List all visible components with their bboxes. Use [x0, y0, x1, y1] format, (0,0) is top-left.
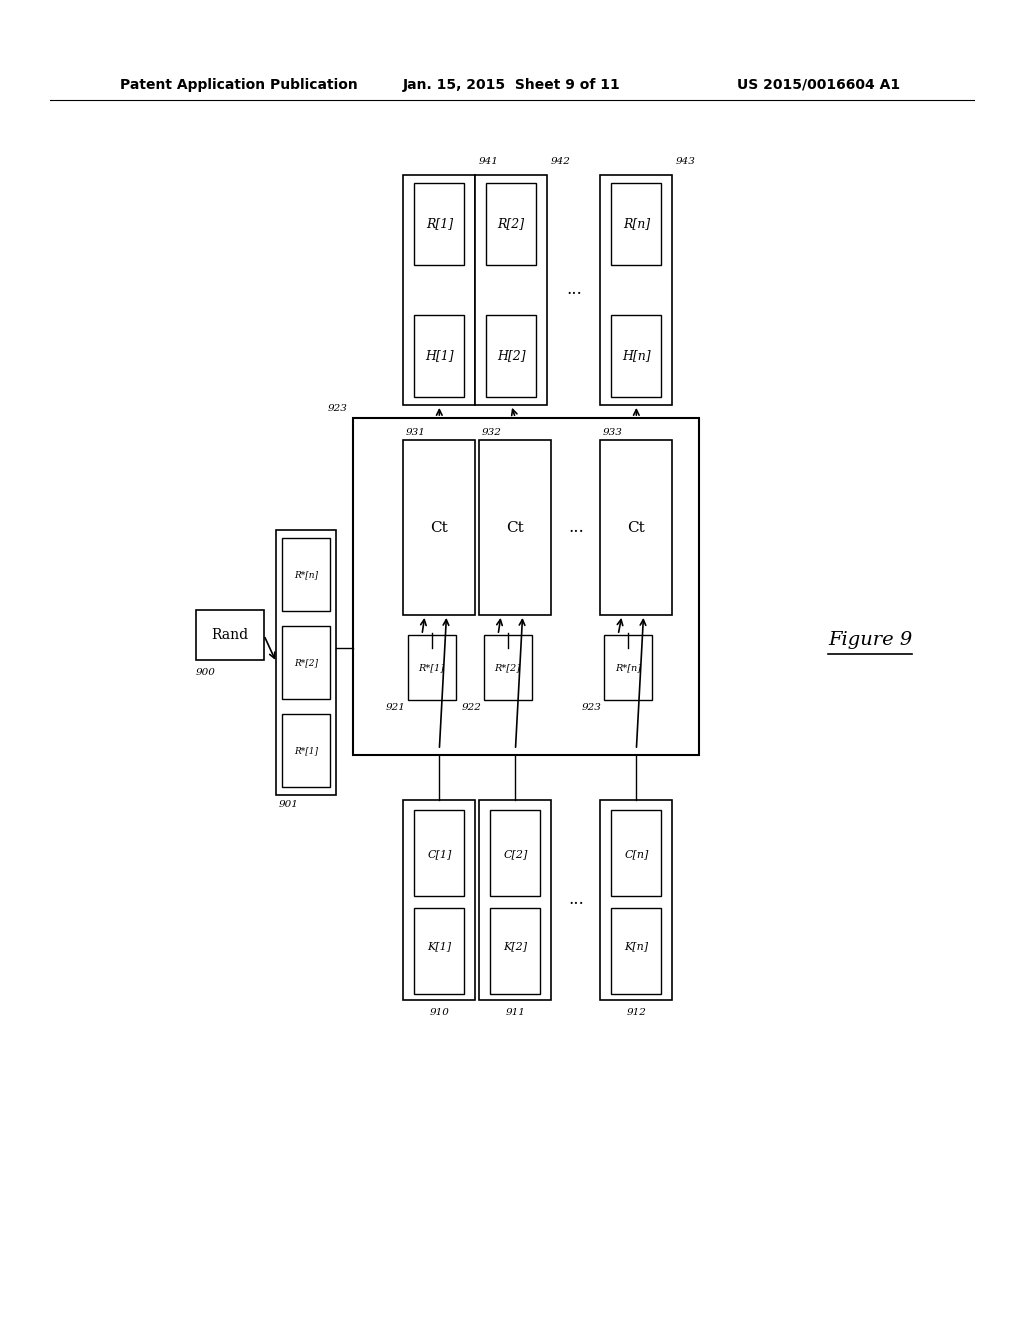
Text: R*[1]: R*[1] — [419, 663, 444, 672]
Bar — [604, 635, 651, 700]
Text: C[2]: C[2] — [503, 849, 527, 859]
Text: R*[2]: R*[2] — [294, 657, 318, 667]
Text: 942: 942 — [550, 157, 570, 166]
Bar — [600, 800, 673, 1001]
Bar — [415, 810, 464, 896]
Text: 900: 900 — [197, 668, 216, 677]
Text: C[n]: C[n] — [625, 849, 648, 859]
Bar — [611, 315, 662, 397]
Text: K[1]: K[1] — [427, 941, 452, 950]
Text: 933: 933 — [602, 428, 623, 437]
Text: 932: 932 — [481, 428, 502, 437]
Text: K[n]: K[n] — [625, 941, 648, 950]
Text: ...: ... — [566, 281, 582, 298]
Text: R*[2]: R*[2] — [495, 663, 520, 672]
Bar — [352, 418, 699, 755]
Text: 941: 941 — [478, 157, 499, 166]
Text: ...: ... — [568, 891, 584, 908]
Text: H[2]: H[2] — [497, 350, 525, 363]
Bar — [408, 635, 456, 700]
Bar — [611, 908, 662, 994]
Bar — [197, 610, 264, 660]
Bar — [415, 315, 464, 397]
Text: 943: 943 — [676, 157, 695, 166]
Text: 922: 922 — [462, 704, 481, 711]
Bar — [479, 800, 551, 1001]
Text: 921: 921 — [386, 704, 406, 711]
Bar — [490, 810, 541, 896]
Text: R*[n]: R*[n] — [614, 663, 641, 672]
Bar — [283, 539, 330, 611]
Text: R*[n]: R*[n] — [294, 570, 318, 579]
Text: Ct: Ct — [628, 520, 645, 535]
Bar — [276, 531, 336, 795]
Bar — [475, 176, 547, 405]
Bar — [403, 176, 475, 405]
Bar — [611, 810, 662, 896]
Text: R[2]: R[2] — [498, 218, 524, 231]
Bar — [415, 908, 464, 994]
Text: Jan. 15, 2015  Sheet 9 of 11: Jan. 15, 2015 Sheet 9 of 11 — [403, 78, 621, 92]
Text: R[n]: R[n] — [623, 218, 650, 231]
Text: 931: 931 — [406, 428, 425, 437]
Bar — [403, 800, 475, 1001]
Bar — [283, 714, 330, 787]
Text: K[2]: K[2] — [504, 941, 527, 950]
Text: ...: ... — [568, 519, 584, 536]
Text: Ct: Ct — [430, 520, 449, 535]
Bar — [600, 176, 673, 405]
Bar — [611, 183, 662, 265]
Text: US 2015/0016604 A1: US 2015/0016604 A1 — [737, 78, 900, 92]
Bar — [403, 440, 475, 615]
Text: H[n]: H[n] — [622, 350, 650, 363]
Bar — [490, 908, 541, 994]
Text: Figure 9: Figure 9 — [827, 631, 912, 649]
Bar — [483, 635, 531, 700]
Bar — [600, 440, 673, 615]
Bar — [283, 626, 330, 700]
Text: 910: 910 — [429, 1008, 450, 1016]
Text: 911: 911 — [506, 1008, 525, 1016]
Text: R*[1]: R*[1] — [294, 746, 318, 755]
Bar — [479, 440, 551, 615]
Text: Ct: Ct — [507, 520, 524, 535]
Text: R[1]: R[1] — [426, 218, 453, 231]
Bar — [486, 315, 537, 397]
Text: 901: 901 — [279, 800, 298, 809]
Text: 912: 912 — [627, 1008, 646, 1016]
Text: 923: 923 — [328, 404, 347, 413]
Bar — [486, 183, 537, 265]
Text: 923: 923 — [582, 704, 602, 711]
Text: C[1]: C[1] — [427, 849, 452, 859]
Text: Patent Application Publication: Patent Application Publication — [120, 78, 357, 92]
Text: Rand: Rand — [211, 628, 249, 642]
Text: H[1]: H[1] — [425, 350, 454, 363]
Bar — [415, 183, 464, 265]
